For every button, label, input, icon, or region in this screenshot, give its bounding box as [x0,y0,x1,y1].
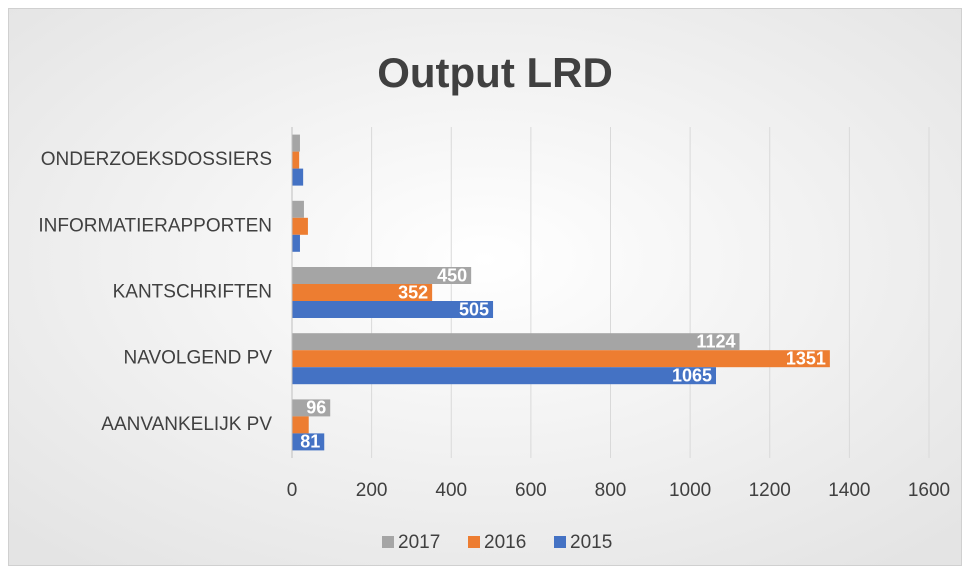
bar [292,367,717,385]
y-tick-label: AANVANKELIJK PV [101,414,272,435]
y-tick-label: NAVOLGEND PV [123,348,272,369]
bar [292,200,304,218]
x-tick-label: 1000 [669,480,711,501]
x-tick-label: 400 [435,480,467,501]
data-label: 96 [306,398,326,418]
x-tick-label: 200 [356,480,388,501]
bar [292,168,304,186]
legend-label: 2017 [398,532,440,553]
data-label: 450 [437,265,467,285]
legend-label: 2016 [484,532,526,553]
legend-label: 2015 [570,532,612,553]
bar [292,217,308,235]
bar [292,399,331,417]
bar [292,134,300,152]
x-tick-label: 1200 [749,480,791,501]
bar [292,333,740,351]
x-tick-label: 0 [287,480,298,501]
x-tick-label: 600 [515,480,547,501]
bar [292,151,300,169]
legend-swatch [554,536,566,548]
bar [292,301,494,318]
legend-swatch [468,536,480,548]
data-label: 1065 [672,365,712,385]
bar [292,416,309,434]
bar [292,433,325,451]
y-tick-label: INFORMATIERAPPORTEN [38,215,272,236]
y-tick-label: KANTSCHRIFTEN [113,282,272,303]
data-label: 1351 [786,348,826,368]
bar [292,267,472,284]
legend-swatch [382,536,394,548]
x-tick-label: 800 [595,480,627,501]
data-label: 352 [398,282,428,302]
data-label: 81 [300,432,320,452]
x-tick-label: 1400 [828,480,870,501]
data-label: 505 [459,299,489,319]
bar [292,234,300,252]
bar [292,284,433,301]
chart-frame [8,8,962,566]
data-label: 1124 [696,331,735,351]
x-tick-label: 1600 [908,480,950,501]
bar [292,350,830,368]
y-tick-label: ONDERZOEKSDOSSIERS [41,149,272,170]
chart-title: Output LRD [377,49,613,96]
